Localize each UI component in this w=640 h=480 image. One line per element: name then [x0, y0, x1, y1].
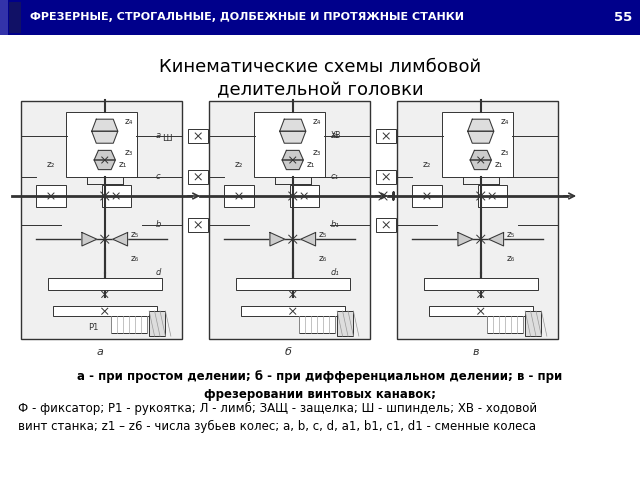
Text: z₂: z₂: [423, 160, 431, 169]
Bar: [66, 112, 138, 177]
Text: z₃: z₃: [500, 148, 509, 157]
Bar: [102, 185, 131, 207]
Bar: [525, 311, 541, 336]
Bar: [209, 101, 370, 339]
Polygon shape: [282, 150, 303, 160]
Polygon shape: [113, 232, 127, 246]
Text: z₆: z₆: [131, 254, 140, 263]
Bar: [376, 169, 396, 184]
Text: z₅: z₅: [319, 230, 327, 239]
Bar: [0, 0, 640, 35]
Bar: [149, 311, 165, 336]
Polygon shape: [92, 119, 118, 131]
Text: d: d: [156, 268, 161, 277]
Text: z₂: z₂: [47, 160, 55, 169]
Text: z₅: z₅: [131, 230, 140, 239]
Polygon shape: [94, 160, 115, 169]
Polygon shape: [458, 232, 473, 246]
Bar: [300, 316, 335, 333]
Bar: [36, 185, 66, 207]
Text: а: а: [97, 347, 103, 357]
Polygon shape: [489, 232, 504, 246]
Text: b: b: [156, 220, 161, 229]
Bar: [376, 129, 396, 143]
Bar: [9, 2, 21, 33]
Bar: [21, 101, 182, 339]
Bar: [241, 306, 345, 316]
Bar: [188, 129, 208, 143]
Text: Ф - фиксатор; Р1 - рукоятка; Л - лимб; ЗАЩ - защелка; Ш - шпиндель; ХВ - ходовой: Ф - фиксатор; Р1 - рукоятка; Л - лимб; З…: [18, 402, 537, 433]
Text: z₁: z₁: [306, 160, 314, 169]
Bar: [442, 112, 513, 177]
Text: z₄: z₄: [124, 117, 132, 126]
Bar: [236, 277, 350, 289]
Polygon shape: [470, 150, 492, 160]
Text: Р1: Р1: [88, 324, 99, 333]
Text: в: в: [472, 347, 479, 357]
Text: z₁: z₁: [494, 160, 502, 169]
Polygon shape: [94, 150, 115, 160]
Bar: [412, 185, 442, 207]
Bar: [188, 169, 208, 184]
Bar: [477, 185, 507, 207]
Polygon shape: [270, 232, 285, 246]
Bar: [52, 306, 157, 316]
Polygon shape: [470, 160, 492, 169]
Polygon shape: [280, 119, 306, 131]
Bar: [376, 217, 396, 232]
Text: b₁: b₁: [331, 220, 340, 229]
Bar: [289, 185, 319, 207]
Bar: [188, 217, 208, 232]
Bar: [224, 185, 253, 207]
Text: z₃: z₃: [124, 148, 132, 157]
Bar: [487, 316, 523, 333]
Polygon shape: [282, 160, 303, 169]
Text: z₂: z₂: [235, 160, 243, 169]
Text: z₅: z₅: [507, 230, 515, 239]
Text: а - при простом делении; б - при дифференциальном делении; в - при
фрезеровании : а - при простом делении; б - при диффере…: [77, 370, 563, 401]
Text: 55: 55: [614, 11, 632, 24]
Bar: [337, 311, 353, 336]
Text: Ш: Ш: [162, 134, 172, 143]
Text: ХВ: ХВ: [331, 132, 341, 141]
Text: c₁: c₁: [331, 172, 339, 181]
Text: a₁: a₁: [331, 132, 339, 141]
Text: z₆: z₆: [319, 254, 327, 263]
Polygon shape: [280, 131, 306, 143]
Bar: [0, 0, 8, 35]
Text: a: a: [156, 132, 161, 141]
Bar: [397, 101, 558, 339]
Text: б: б: [284, 347, 291, 357]
Bar: [253, 112, 325, 177]
Polygon shape: [468, 119, 494, 131]
Bar: [424, 277, 538, 289]
Polygon shape: [92, 131, 118, 143]
Text: z₃: z₃: [312, 148, 321, 157]
Text: z₄: z₄: [500, 117, 509, 126]
Polygon shape: [468, 131, 494, 143]
Text: z₄: z₄: [312, 117, 321, 126]
Text: Кинематические схемы лимбовой
делительной головки: Кинематические схемы лимбовой делительно…: [159, 58, 481, 100]
Text: d₁: d₁: [331, 268, 340, 277]
Polygon shape: [301, 232, 316, 246]
Polygon shape: [82, 232, 97, 246]
Text: Ф: Ф: [138, 324, 145, 333]
Bar: [111, 316, 147, 333]
Text: ФРЕЗЕРНЫЕ, СТРОГАЛЬНЫЕ, ДОЛБЕЖНЫЕ И ПРОТЯЖНЫЕ СТАНКИ: ФРЕЗЕРНЫЕ, СТРОГАЛЬНЫЕ, ДОЛБЕЖНЫЕ И ПРОТ…: [30, 12, 464, 22]
Text: z₁: z₁: [118, 160, 127, 169]
Text: z₆: z₆: [507, 254, 515, 263]
Bar: [48, 277, 162, 289]
Text: c: c: [156, 172, 161, 181]
Bar: [429, 306, 533, 316]
